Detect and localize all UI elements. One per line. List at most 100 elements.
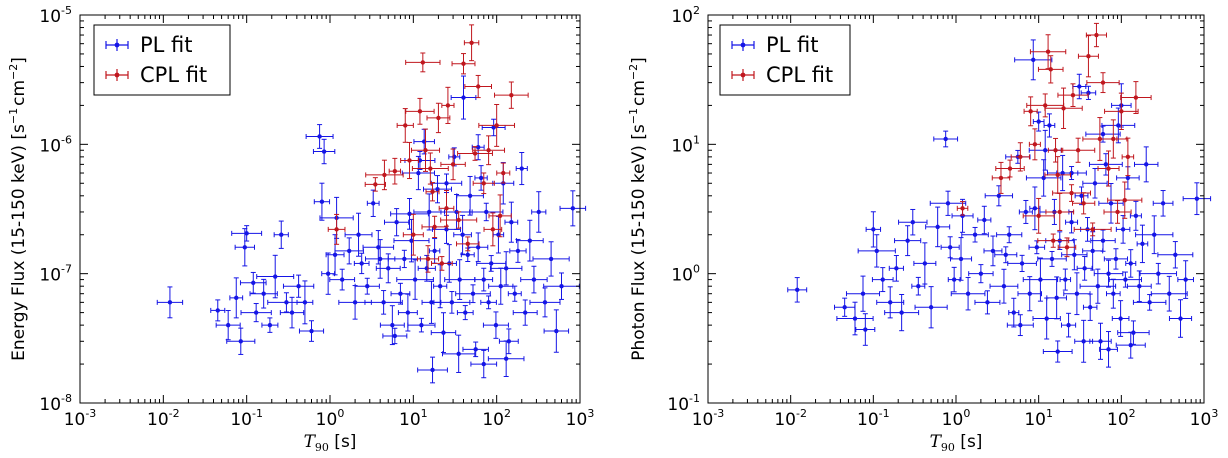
x-label-subscript: 90 — [941, 441, 955, 454]
y-label-end: ] — [9, 57, 29, 64]
y-tick-label: 10-6 — [39, 133, 72, 156]
x-label-symbol: T — [930, 432, 943, 452]
pl-data-point — [1182, 182, 1212, 216]
cpl-data-point — [1023, 96, 1038, 127]
x-tick-label: 10-3 — [64, 407, 97, 430]
pl-data-point — [888, 254, 904, 282]
pl-data-point — [393, 218, 430, 263]
pl-data-point — [1126, 270, 1152, 302]
pl-data-point — [229, 277, 244, 319]
cpl-data-point — [451, 53, 476, 75]
cpl-data-point — [456, 236, 480, 252]
pl-data-point — [413, 193, 446, 231]
cpl-data-point — [1097, 150, 1120, 187]
pl-data-point — [305, 124, 334, 149]
pl-data-point — [1061, 312, 1077, 338]
pl-data-point — [430, 312, 457, 354]
pl-data-point — [334, 237, 364, 265]
pl-data-point — [1150, 275, 1188, 312]
cpl-data-point — [956, 201, 969, 216]
pl-data-point — [1037, 250, 1067, 267]
cpl-data-point — [457, 146, 493, 161]
cpl-data-point — [1121, 137, 1135, 177]
legend-cpl-marker-dot — [740, 72, 746, 78]
pl-data-point — [396, 259, 434, 300]
pl-data-point — [1006, 314, 1034, 337]
cpl-data-point — [400, 141, 419, 180]
cpl-data-point — [426, 102, 451, 134]
cpl-data-point — [396, 108, 414, 143]
cpl-data-point — [1044, 87, 1083, 129]
pl-data-point — [507, 285, 522, 302]
cpl-data-point — [494, 81, 529, 109]
pl-data-point — [1072, 73, 1087, 100]
pl-data-point — [1028, 240, 1046, 255]
pl-data-point — [532, 241, 570, 277]
pl-data-point — [298, 320, 325, 342]
photon-flux-x-axis-label: T90 [s] — [930, 432, 983, 454]
energy-flux-data-points — [156, 24, 587, 384]
pl-data-point — [1115, 215, 1131, 244]
pl-data-point — [543, 309, 570, 353]
legend-frame — [719, 24, 851, 96]
cpl-data-point — [1010, 142, 1030, 172]
cpl-data-point — [425, 182, 440, 202]
pl-data-point — [1074, 186, 1089, 206]
x-label-subscript: 90 — [315, 441, 329, 454]
cpl-data-point — [1099, 119, 1128, 159]
cpl-data-point — [991, 161, 1011, 194]
pl-data-point — [469, 202, 504, 222]
photon-flux-data-points — [787, 22, 1212, 368]
pl-data-point — [787, 277, 808, 303]
pl-data-point — [1032, 297, 1061, 340]
pl-data-point — [1017, 276, 1043, 312]
x-tick-label: 102 — [1107, 407, 1136, 430]
cpl-data-point — [402, 213, 424, 256]
legend-cpl-label: CPL fit — [766, 63, 833, 87]
x-label-unit: [s] — [329, 432, 357, 452]
pl-data-point — [951, 198, 974, 233]
y-label-end: ] — [629, 57, 649, 64]
x-tick-label: 101 — [1024, 407, 1053, 430]
cpl-data-point — [472, 135, 506, 166]
pl-data-point — [940, 236, 960, 259]
y-label-main: Photon Flux (15-150 keV) [s — [629, 124, 649, 361]
pl-data-point — [390, 198, 429, 230]
pl-data-point — [365, 239, 396, 279]
pl-data-point — [1157, 241, 1194, 269]
photon-flux-legend: PL fit CPL fit — [719, 24, 851, 96]
y-label-main: Energy Flux (15-150 keV) [s — [9, 124, 29, 361]
pl-data-point — [1088, 153, 1123, 176]
pl-data-point — [312, 138, 336, 165]
energy-flux-y-axis-label: Energy Flux (15-150 keV) [s−1 cm−2] — [7, 57, 29, 361]
x-label-unit: [s] — [955, 432, 983, 452]
cpl-data-point — [496, 162, 511, 184]
pl-data-point — [279, 296, 305, 329]
cpl-data-point — [1086, 72, 1120, 94]
cpl-data-point — [327, 213, 346, 245]
pl-data-point — [911, 276, 926, 296]
photon-flux-y-axis-label: Photon Flux (15-150 keV) [s−1 cm−2] — [627, 57, 649, 361]
x-tick-label: 10-1 — [857, 407, 890, 430]
cpl-data-point — [1120, 81, 1152, 114]
cpl-data-point — [464, 74, 493, 99]
pl-data-point — [433, 264, 448, 309]
legend-pl-marker-dot — [740, 42, 746, 48]
pl-data-point — [871, 267, 894, 293]
pl-data-point — [321, 252, 336, 295]
pl-data-point — [1168, 299, 1193, 338]
x-tick-label: 103 — [566, 407, 595, 430]
pl-data-point — [1076, 255, 1093, 281]
pl-data-point — [531, 191, 547, 233]
pl-data-point — [455, 284, 491, 304]
cpl-data-point — [405, 97, 435, 125]
energy-flux-legend: PL fit CPL fit — [93, 24, 231, 96]
cpl-data-point — [364, 177, 386, 192]
photon-flux-panel: 10-3 10-2 10-1 100 101 102 103 10-1 100 101 102 PL… — [627, 4, 1218, 454]
pl-data-point — [273, 220, 289, 249]
pl-data-point — [215, 310, 241, 341]
y-label-exp1: −1 — [7, 108, 20, 124]
cpl-data-point — [440, 148, 466, 181]
pl-data-point — [383, 208, 410, 237]
pl-data-point — [1129, 200, 1142, 231]
